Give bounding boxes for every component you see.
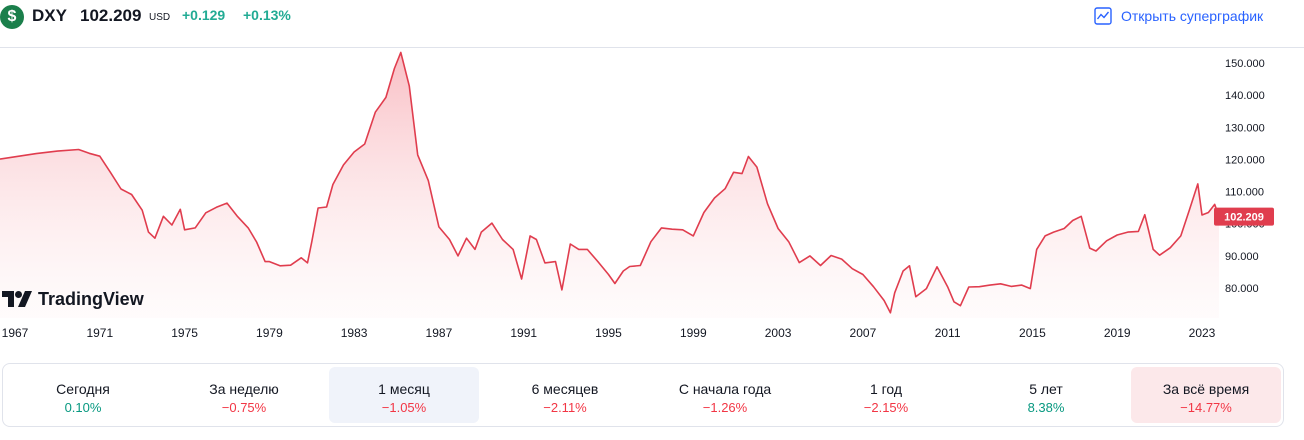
x-tick-label: 2015 (1019, 326, 1046, 340)
x-tick-label: 1999 (680, 326, 707, 340)
period-change: −0.75% (221, 400, 267, 415)
period-label: Сегодня (56, 381, 110, 397)
chart-line-icon (1094, 7, 1112, 25)
x-tick-label: 2011 (935, 326, 961, 340)
period-label: 1 месяц (378, 381, 430, 397)
y-tick-label: 140.000 (1225, 90, 1265, 102)
x-tick-label: 1995 (595, 326, 622, 340)
y-tick-label: 150.000 (1225, 58, 1265, 70)
x-tick-label: 1991 (510, 326, 537, 340)
last-value-marker: 102.209 (1214, 207, 1274, 226)
period-2[interactable]: За неделю −0.75% (169, 367, 319, 423)
period-label: 5 лет (1029, 381, 1063, 397)
period-change: −14.77% (1180, 400, 1232, 415)
x-tick-label: 2007 (850, 326, 877, 340)
period-label: За всё время (1162, 381, 1250, 397)
symbol-name[interactable]: DXY (32, 6, 67, 25)
period-3[interactable]: 1 месяц −1.05% (329, 367, 479, 423)
price-change-percent: +0.13% (243, 7, 291, 23)
y-tick-label: 80.000 (1225, 283, 1259, 295)
x-tick-label: 1975 (171, 326, 198, 340)
x-axis: 1967 1971 1975 1979 1983 1987 1991 1995 1999 2003… (2, 326, 1216, 340)
y-axis: 80.00090.000100.000110.000120.000130.000… (1225, 58, 1265, 295)
y-tick-label: 110.000 (1225, 187, 1264, 199)
tradingview-logo-text: TradingView (38, 288, 144, 309)
tradingview-logo-icon (2, 291, 32, 307)
period-8[interactable]: За всё время −14.77% (1131, 367, 1281, 423)
last-price: 102.209 (80, 6, 142, 25)
period-change: 0.10% (64, 400, 102, 415)
open-supergraph-button[interactable]: Открыть суперграфик (1094, 5, 1263, 27)
period-change: −1.26% (702, 400, 748, 415)
y-tick-label: 130.000 (1225, 122, 1265, 134)
price-area (0, 52, 1219, 319)
x-tick-label: 2019 (1104, 326, 1131, 340)
open-supergraph-label: Открыть суперграфик (1121, 8, 1264, 24)
period-change: −2.11% (543, 400, 587, 415)
x-tick-label: 1987 (426, 326, 453, 340)
price-change: +0.129 (182, 7, 226, 23)
period-label: С начала года (678, 381, 772, 397)
price-line (0, 51, 1220, 314)
period-5[interactable]: С начала года −1.26% (650, 367, 800, 423)
period-7[interactable]: 5 лет 8.38% (971, 367, 1121, 423)
y-tick-label: 90.000 (1225, 251, 1259, 263)
tradingview-logo[interactable]: TradingView (2, 288, 144, 310)
period-1[interactable]: Сегодня 0.10% (8, 367, 158, 423)
price-chart[interactable]: 80.00090.000100.000110.000120.000130.000… (0, 0, 1304, 345)
x-tick-label: 1979 (256, 326, 283, 340)
last-value-badge (1214, 207, 1274, 226)
x-tick-label: 1967 (2, 326, 29, 340)
period-change: 8.38% (1027, 400, 1065, 415)
period-label: За неделю (209, 381, 279, 397)
period-6[interactable]: 1 год −2.15% (811, 367, 961, 423)
performance-periods: Сегодня 0.10% За неделю −0.75% 1 месяц −1.05%… (2, 363, 1284, 427)
period-change: −2.15% (863, 400, 909, 415)
period-change: −1.05% (381, 400, 427, 415)
dollar-icon: $ (0, 5, 24, 29)
period-4[interactable]: 6 месяцев −2.11% (490, 367, 640, 423)
y-tick-label: 120.000 (1225, 154, 1265, 166)
currency-label: USD (149, 12, 171, 23)
x-tick-label: 2003 (765, 326, 792, 340)
x-tick-label: 1971 (86, 326, 113, 340)
x-tick-label: 2023 (1189, 326, 1216, 340)
symbol-header: $ DXY 102.209 USD +0.129 +0.13% Открыть … (0, 0, 1304, 34)
period-label: 1 год (869, 381, 903, 397)
last-value-label: 102.209 (1224, 212, 1264, 224)
x-tick-label: 1983 (341, 326, 368, 340)
period-label: 6 месяцев (531, 381, 599, 397)
